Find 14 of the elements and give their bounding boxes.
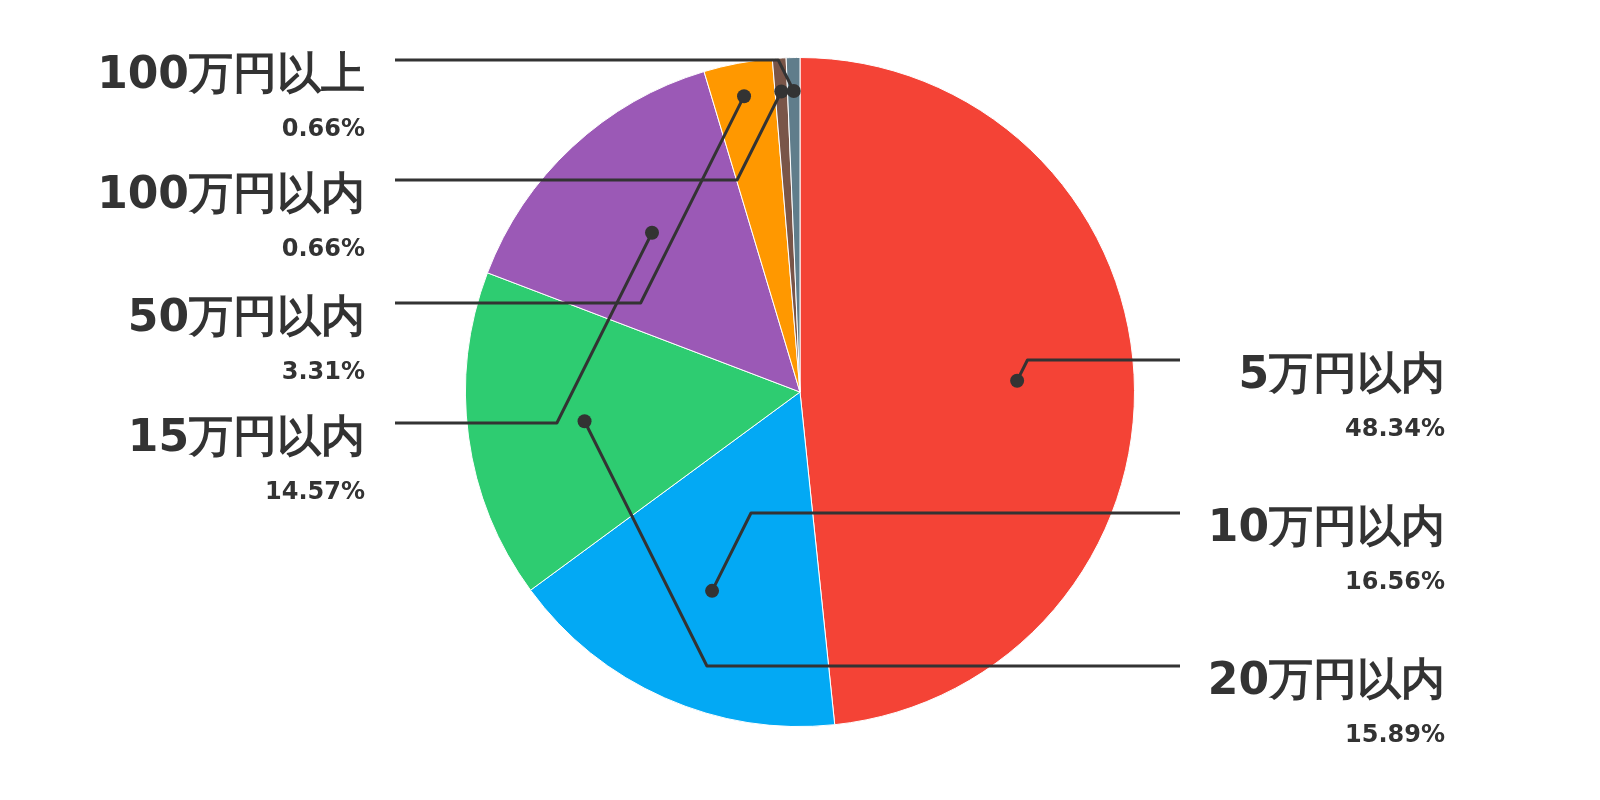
data-label: 0.66% [281,234,365,262]
data-label: 48.34% [1345,414,1445,442]
slice-label: 100万円以上 [97,47,365,98]
slice-label: 15万円以内 [127,410,365,461]
data-label: 14.57% [265,477,365,505]
data-label: 3.31% [281,357,365,385]
slice-label: 50万円以内 [127,290,365,341]
slice-label: 20万円以内 [1207,653,1445,704]
slice-label: 5万円以内 [1238,347,1445,398]
data-label: 15.89% [1345,720,1445,748]
data-label: 0.66% [281,114,365,142]
slice-label: 10万円以内 [1207,500,1445,551]
slice-label: 100万円以内 [97,167,365,218]
data-label: 16.56% [1345,567,1445,595]
